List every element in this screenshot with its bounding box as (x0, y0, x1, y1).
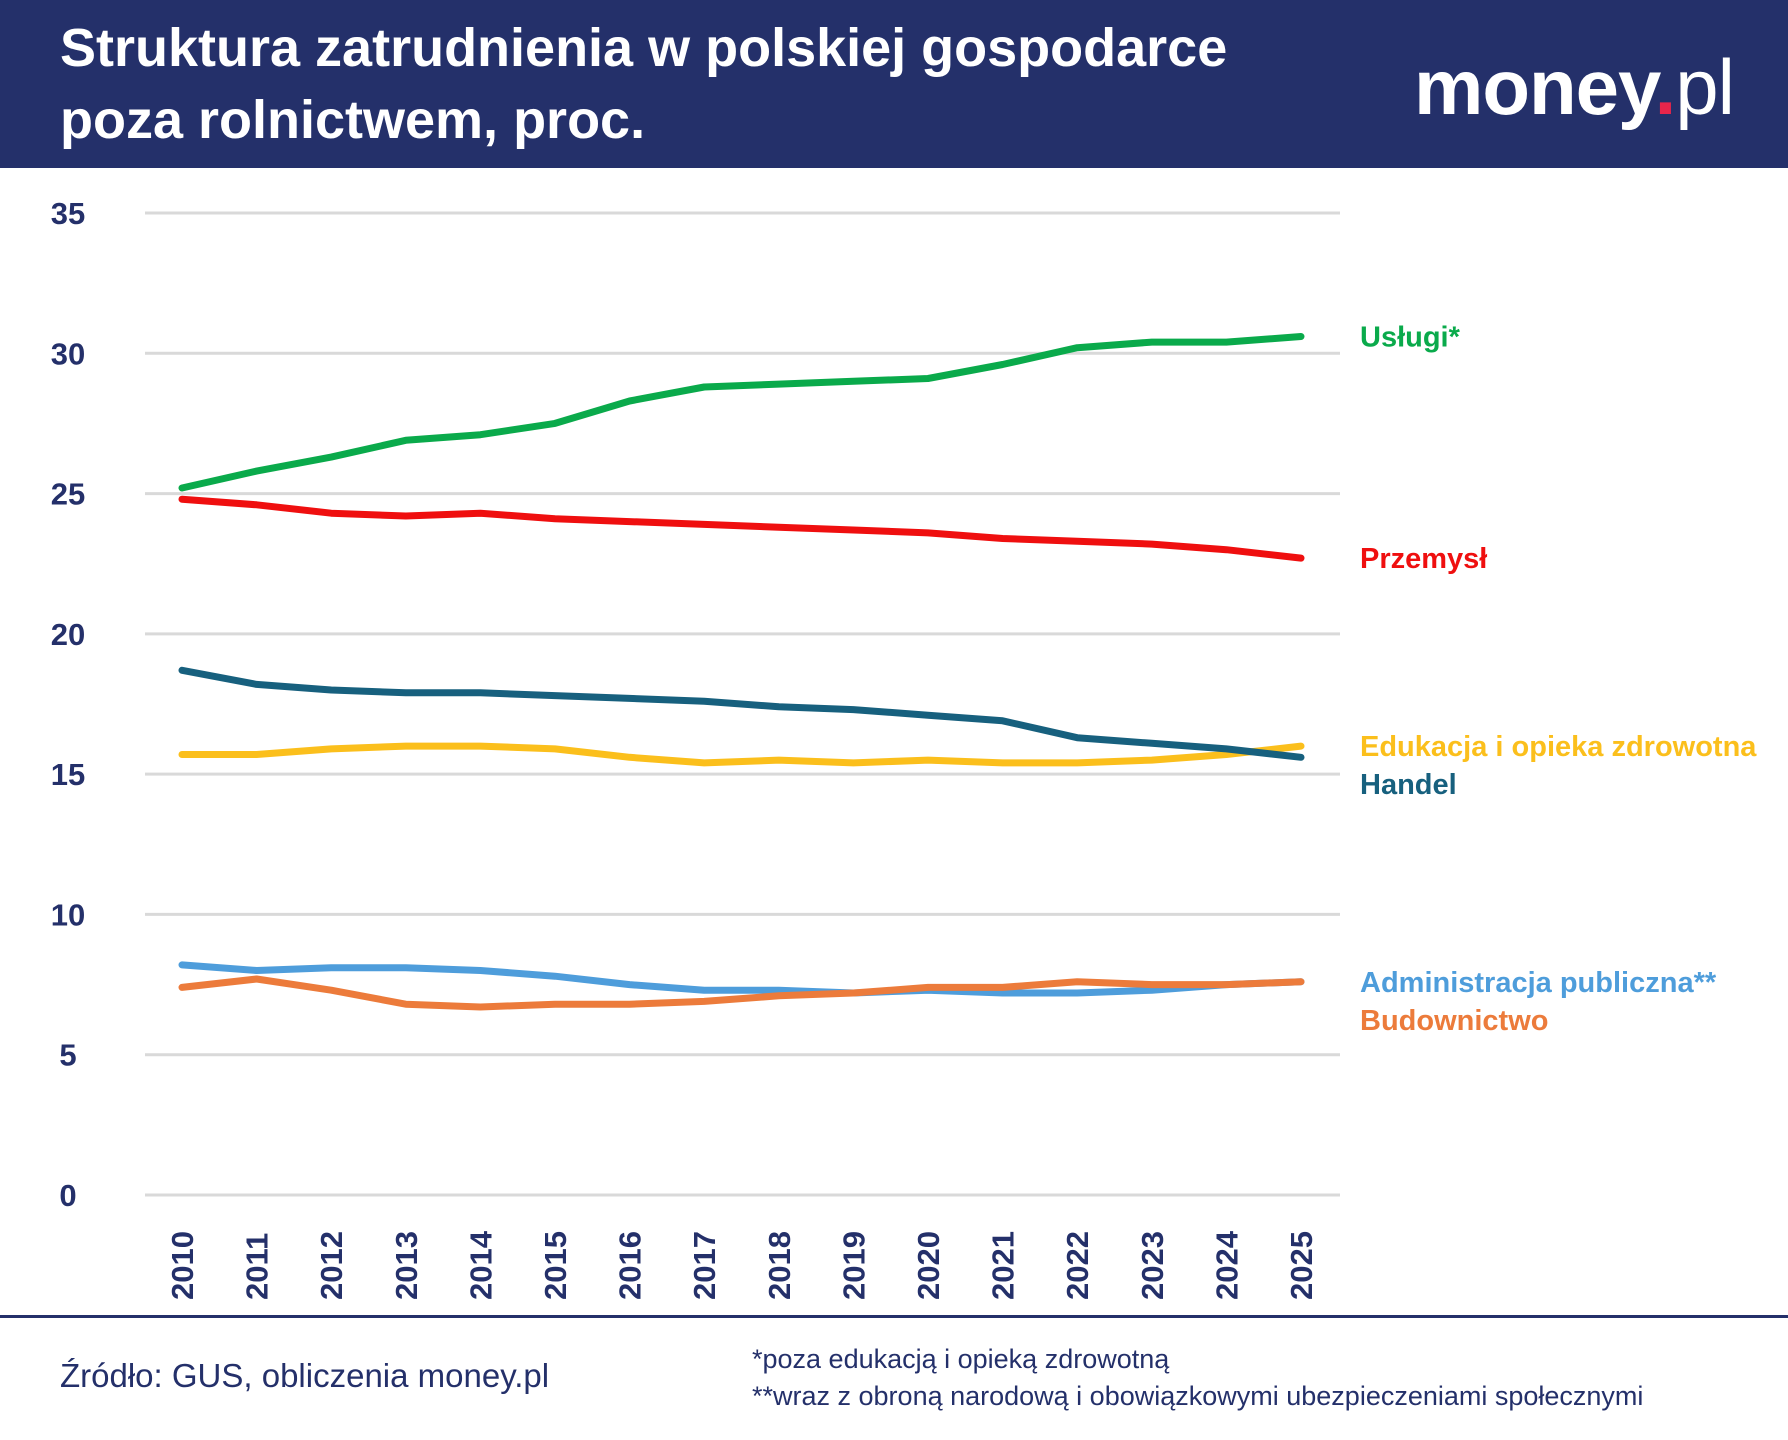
footnote-1: *poza edukacją i opieką zdrowotną (752, 1344, 1170, 1374)
logo-suffix: pl (1675, 43, 1735, 131)
series-label: Usługi* (1360, 321, 1461, 353)
header-banner: Struktura zatrudnienia w polskiej gospod… (0, 0, 1788, 168)
x-tick-label: 2020 (911, 1231, 946, 1300)
x-tick-label: 2019 (836, 1231, 871, 1300)
series-line (178, 666, 1305, 761)
chart-title-line-1: Struktura zatrudnienia w polskiej gospod… (60, 18, 1228, 78)
y-tick-label: 10 (51, 897, 85, 932)
y-tick-label: 5 (59, 1038, 76, 1073)
x-tick-label: 2013 (389, 1231, 424, 1300)
money-pl-logo: money.pl (1413, 42, 1735, 132)
x-tick-label: 2022 (1060, 1231, 1095, 1300)
series-label: Edukacja i opieka zdrowotna (1360, 731, 1757, 763)
series-label: Przemysł (1360, 543, 1487, 575)
y-tick-label: 20 (51, 617, 85, 652)
x-tick-label: 2010 (165, 1231, 200, 1300)
y-tick-label: 0 (59, 1178, 76, 1213)
series-line (178, 961, 1305, 997)
footer-divider (0, 1315, 1788, 1318)
y-tick-label: 35 (51, 196, 85, 231)
x-tick-label: 2012 (314, 1231, 349, 1300)
chart-title-line-2: poza rolnictwem, proc. (60, 90, 646, 150)
logo-dot: . (1654, 43, 1677, 131)
y-tick-label: 15 (51, 757, 85, 792)
x-tick-label: 2018 (762, 1231, 797, 1300)
series-label: Budownictwo (1360, 1005, 1548, 1037)
series-label: Handel (1360, 769, 1457, 801)
y-tick-label: 30 (51, 336, 85, 371)
x-tick-label: 2016 (613, 1231, 648, 1300)
series-line (178, 495, 1305, 562)
x-tick-label: 2017 (687, 1231, 722, 1300)
x-tick-label: 2025 (1284, 1231, 1319, 1300)
series-line (178, 333, 1305, 492)
y-tick-label: 25 (51, 477, 85, 512)
x-tick-label: 2023 (1135, 1231, 1170, 1300)
series-line (178, 742, 1305, 767)
series-line (178, 975, 1305, 1011)
source-note: Źródło: GUS, obliczenia money.pl (60, 1357, 550, 1394)
x-tick-label: 2015 (538, 1231, 573, 1300)
footnote-2: **wraz z obroną narodową i obowiązkowymi… (752, 1381, 1644, 1411)
series-label: Administracja publiczna** (1360, 967, 1717, 999)
x-tick-label: 2021 (986, 1231, 1021, 1300)
logo-main: money (1413, 43, 1656, 131)
x-tick-label: 2011 (240, 1233, 275, 1300)
x-tick-label: 2024 (1209, 1230, 1244, 1300)
x-tick-label: 2014 (463, 1230, 498, 1300)
